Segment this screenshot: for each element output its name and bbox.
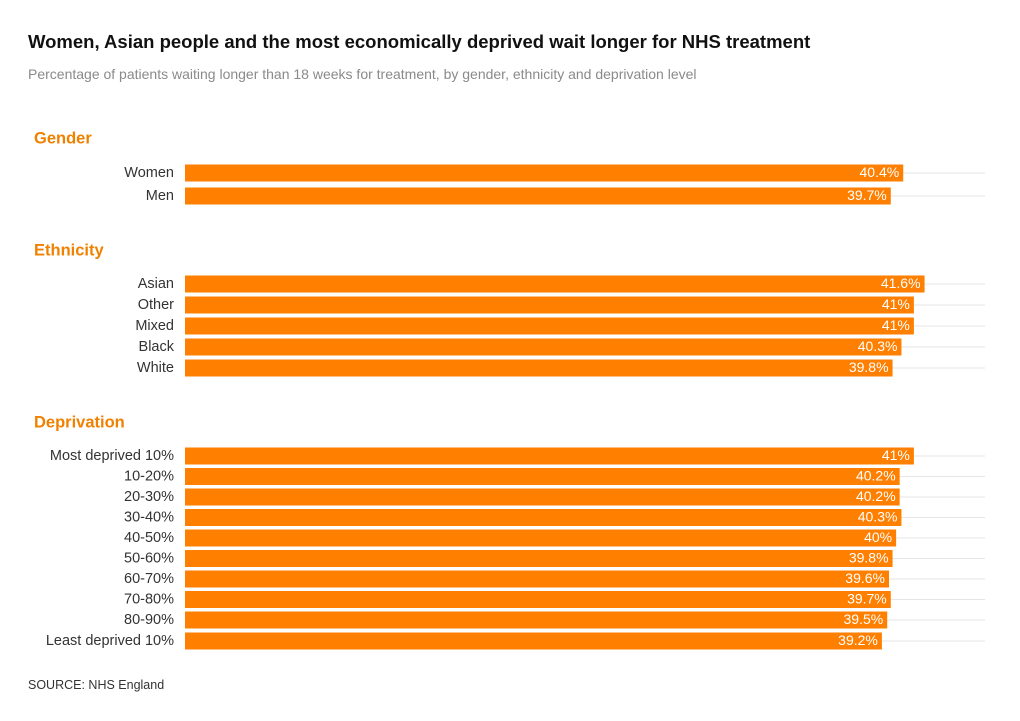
value-label: 39.6% (845, 570, 885, 586)
bar-deprivation-0 (185, 447, 914, 465)
value-label: 39.8% (849, 550, 889, 566)
category-label: 20-30% (124, 489, 174, 505)
bar-ethnicity-1 (185, 296, 914, 314)
chart-subtitle: Percentage of patients waiting longer th… (28, 66, 697, 82)
bar-deprivation-6 (185, 570, 889, 588)
bar-ethnicity-3 (185, 338, 902, 356)
group-label-gender: Gender (34, 129, 92, 147)
value-label: 40.3% (858, 509, 898, 525)
bar-deprivation-1 (185, 468, 900, 485)
category-label: Other (138, 297, 174, 313)
category-label: Mixed (135, 318, 174, 334)
category-label: 30-40% (124, 509, 174, 525)
value-label: 39.7% (847, 187, 887, 203)
bar-gender-0 (185, 164, 904, 182)
bar-ethnicity-4 (185, 359, 893, 377)
group-label-deprivation: Deprivation (34, 413, 125, 431)
source-note: SOURCE: NHS England (28, 678, 165, 692)
bar-deprivation-5 (185, 550, 893, 567)
value-label: 40.2% (856, 468, 896, 484)
bar-deprivation-2 (185, 488, 900, 506)
bar-deprivation-3 (185, 509, 902, 526)
value-label: 39.2% (838, 632, 878, 648)
category-label: Most deprived 10% (50, 448, 174, 464)
value-label: 41% (882, 317, 910, 333)
category-label: Black (139, 339, 175, 355)
value-label: 40.3% (858, 338, 898, 354)
value-label: 39.5% (844, 611, 884, 627)
category-label: Men (146, 188, 174, 204)
bar-deprivation-7 (185, 591, 891, 608)
value-label: 41% (882, 447, 910, 463)
value-label: 39.8% (849, 359, 889, 375)
bar-gender-1 (185, 187, 891, 205)
category-label: 70-80% (124, 591, 174, 607)
bar-deprivation-8 (185, 611, 888, 629)
value-label: 39.7% (847, 591, 887, 607)
category-label: 60-70% (124, 571, 174, 587)
value-label: 40.4% (860, 164, 900, 180)
category-label: 40-50% (124, 530, 174, 546)
bar-ethnicity-2 (185, 317, 914, 335)
category-label: Asian (138, 276, 174, 292)
category-label: White (137, 360, 174, 376)
value-label: 40.2% (856, 488, 896, 504)
group-label-ethnicity: Ethnicity (34, 241, 104, 259)
category-label: 10-20% (124, 468, 174, 484)
bar-ethnicity-0 (185, 275, 925, 293)
category-label: 50-60% (124, 550, 174, 566)
value-label: 40% (864, 529, 892, 545)
category-label: Women (124, 165, 174, 181)
category-label: Least deprived 10% (46, 633, 174, 649)
bar-deprivation-9 (185, 632, 882, 650)
chart-title: Women, Asian people and the most economi… (28, 31, 811, 52)
category-label: 80-90% (124, 612, 174, 628)
value-label: 41.6% (881, 275, 921, 291)
value-label: 41% (882, 296, 910, 312)
bar-deprivation-4 (185, 529, 897, 547)
